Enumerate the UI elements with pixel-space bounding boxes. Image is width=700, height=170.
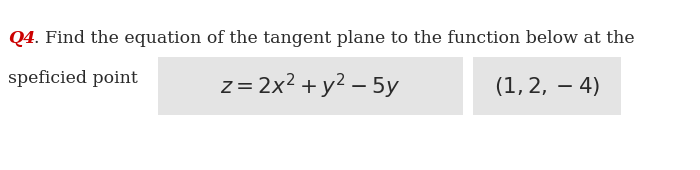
Text: speficied point: speficied point: [8, 70, 138, 87]
Text: Q4: Q4: [8, 30, 35, 47]
Text: $(1, 2, -4)$: $(1, 2, -4)$: [494, 74, 600, 98]
Bar: [158, 57, 463, 115]
Text: $z = 2x^2 + y^2 - 5y$: $z = 2x^2 + y^2 - 5y$: [220, 71, 400, 101]
Bar: [473, 57, 621, 115]
Text: . Find the equation of the tangent plane to the function below at the: . Find the equation of the tangent plane…: [34, 30, 635, 47]
